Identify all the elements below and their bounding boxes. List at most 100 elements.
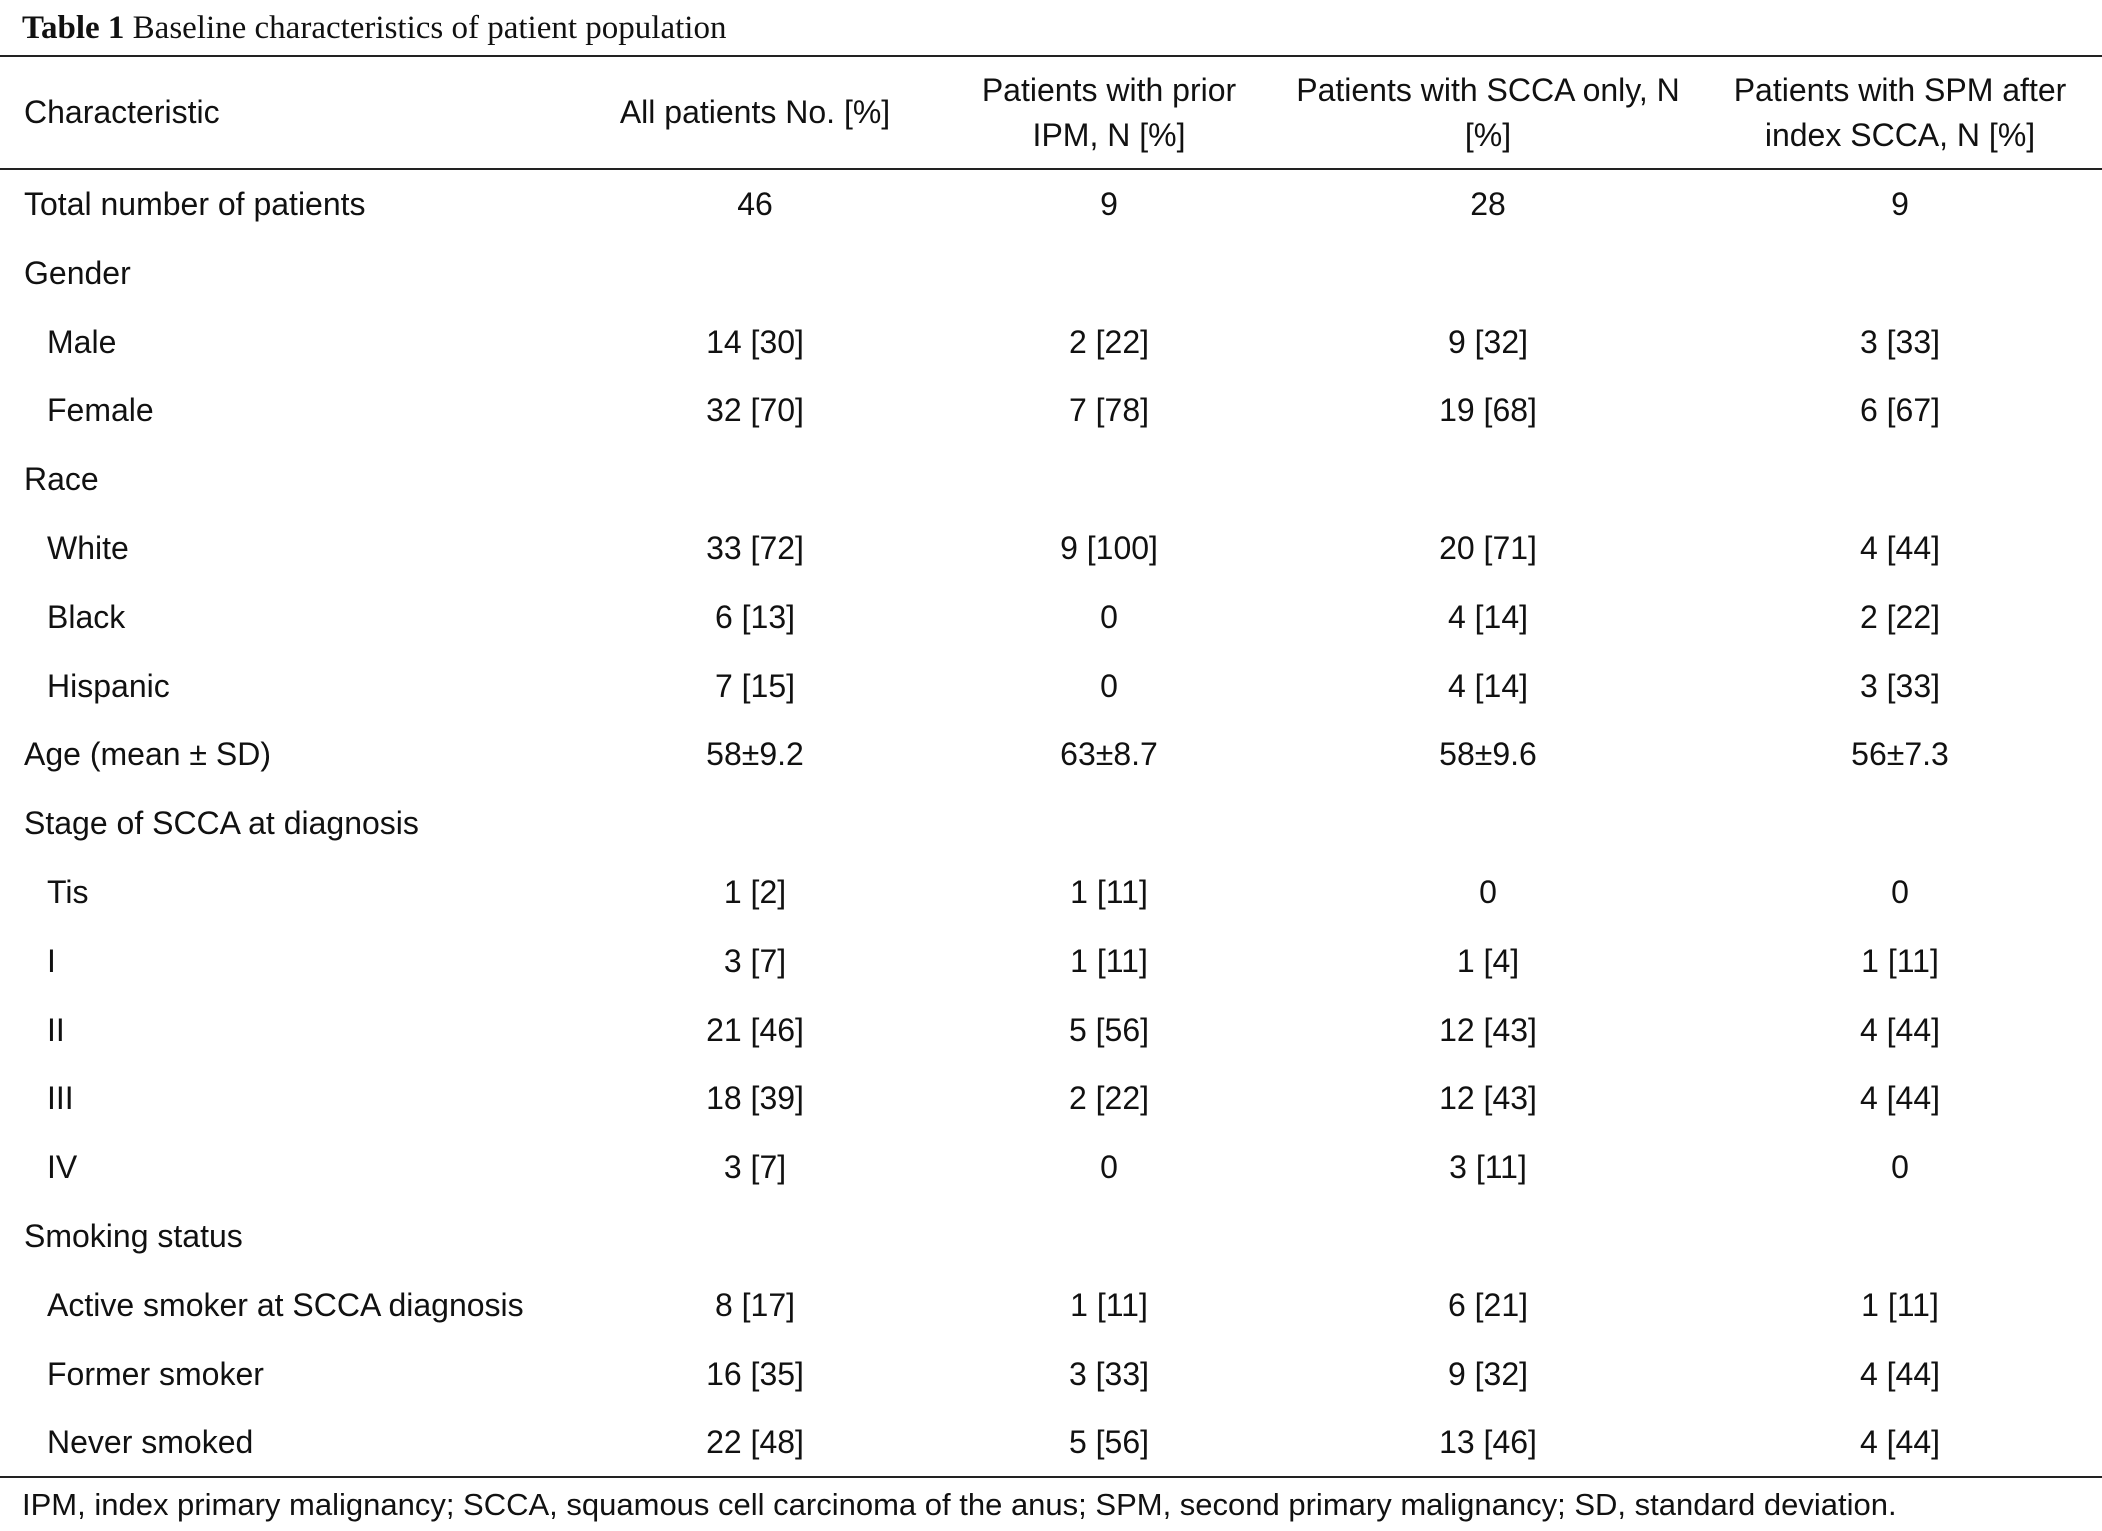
- table-body: Total number of patients 46 9 28 9 Gender Male…: [0, 169, 2102, 1478]
- table-cell: 1 [11]: [1070, 874, 1148, 911]
- row-label: Hispanic: [47, 667, 170, 704]
- table-header: Characteristic All patients No. [%] Pati…: [0, 56, 2102, 169]
- header-row: Characteristic All patients No. [%] Pati…: [0, 56, 2102, 169]
- table-row: Male 14 [30] 2 [22] 9 [32] 3 [33]: [0, 308, 2102, 377]
- table-cell: [940, 1202, 1278, 1271]
- table-cell: 63±8.7: [1060, 736, 1158, 773]
- table-row: III 18 [39] 2 [22] 12 [43] 4 [44]: [0, 1065, 2102, 1134]
- table-cell: [1698, 239, 2102, 308]
- table-row: Race: [0, 445, 2102, 514]
- table-cell: 0: [1100, 667, 1118, 704]
- table-row: Former smoker 16 [35] 3 [33] 9 [32] 4 [44]: [0, 1340, 2102, 1409]
- table-cell: 7 [78]: [1068, 392, 1150, 429]
- table-cell: 32 [70]: [706, 392, 804, 429]
- table-row: Smoking status: [0, 1202, 2102, 1271]
- baseline-characteristics-table: Characteristic All patients No. [%] Pati…: [0, 55, 2102, 1478]
- table-cell: 13 [46]: [1439, 1423, 1537, 1460]
- table-cell: 6 [67]: [1859, 392, 1941, 429]
- table-cell: 0: [1100, 598, 1118, 635]
- table-cell: 4 [14]: [1447, 667, 1529, 704]
- table-cell: 56±7.3: [1851, 736, 1949, 773]
- table-cell: 9: [1891, 186, 1909, 222]
- caption-label: Table 1: [22, 10, 125, 46]
- table-cell: 14 [30]: [706, 323, 804, 360]
- table-row: Gender: [0, 239, 2102, 308]
- row-label: Active smoker at SCCA diagnosis: [47, 1286, 524, 1323]
- header-scca-only: Patients with SCCA only, N [%]: [1296, 71, 1680, 153]
- table-cell: 4 [44]: [1859, 1011, 1941, 1048]
- table-cell: [1278, 445, 1698, 514]
- table-cell: 58±9.2: [706, 736, 804, 773]
- row-label: Age (mean ± SD): [24, 736, 271, 773]
- table-cell: [570, 445, 940, 514]
- table-cell: 9 [32]: [1447, 1355, 1529, 1392]
- table-cell: [570, 1202, 940, 1271]
- table-cell: 2 [22]: [1859, 598, 1941, 635]
- table-cell: 58±9.6: [1439, 736, 1537, 773]
- table-cell: 0: [1100, 1149, 1118, 1186]
- table-cell: 3 [7]: [723, 1149, 787, 1186]
- table-cell: 0: [1891, 1149, 1909, 1186]
- table-cell: [1698, 445, 2102, 514]
- table-cell: 5 [56]: [1068, 1423, 1150, 1460]
- header-characteristic: Characteristic: [24, 94, 220, 130]
- table-row: Tis 1 [2] 1 [11] 0 0: [0, 858, 2102, 927]
- table-cell: 1 [11]: [1070, 942, 1148, 979]
- table-cell: [1278, 789, 1698, 858]
- table-cell: 1 [11]: [1861, 942, 1939, 979]
- table-cell: 8 [17]: [714, 1286, 796, 1323]
- table-row: II 21 [46] 5 [56] 12 [43] 4 [44]: [0, 996, 2102, 1065]
- table-row: I 3 [7] 1 [11] 1 [4] 1 [11]: [0, 927, 2102, 996]
- table-cell: 1 [4]: [1456, 942, 1520, 979]
- table-cell: 6 [13]: [714, 598, 796, 635]
- table-row: Black 6 [13] 0 4 [14] 2 [22]: [0, 583, 2102, 652]
- row-label: Female: [47, 392, 154, 429]
- table-cell: 1 [2]: [723, 874, 787, 911]
- table-cell: 18 [39]: [706, 1080, 804, 1117]
- table-cell: [1698, 1202, 2102, 1271]
- table-cell: 12 [43]: [1439, 1080, 1537, 1117]
- row-label: III: [47, 1080, 74, 1117]
- table-cell: 3 [7]: [723, 942, 787, 979]
- row-label: Stage of SCCA at diagnosis: [24, 805, 419, 842]
- table-cell: 4 [44]: [1859, 1355, 1941, 1392]
- row-label: Smoking status: [24, 1218, 243, 1255]
- table-cell: [1278, 239, 1698, 308]
- header-all-patients: All patients No. [%]: [619, 94, 891, 130]
- table-row: White 33 [72] 9 [100] 20 [71] 4 [44]: [0, 514, 2102, 583]
- table-footnote: IPM, index primary malignancy; SCCA, squ…: [22, 1487, 1897, 1522]
- row-label: Gender: [24, 254, 131, 291]
- table-cell: 21 [46]: [706, 1011, 804, 1048]
- table-cell: 0: [1479, 874, 1497, 911]
- table-cell: 2 [22]: [1068, 1080, 1150, 1117]
- header-prior-ipm: Patients with prior IPM, N [%]: [981, 71, 1237, 153]
- row-label: Former smoker: [47, 1355, 264, 1392]
- table-cell: 0: [1891, 874, 1909, 911]
- table-cell: 33 [72]: [706, 530, 804, 567]
- table-cell: 1 [11]: [1070, 1286, 1148, 1323]
- row-label: Never smoked: [47, 1423, 254, 1460]
- row-label: Tis: [47, 874, 89, 911]
- table-cell: 16 [35]: [706, 1355, 804, 1392]
- table-caption: Table 1 Baseline characteristics of pati…: [22, 6, 726, 50]
- row-label: Total number of patients: [24, 186, 366, 222]
- table-cell: 3 [33]: [1859, 667, 1941, 704]
- row-label: Male: [47, 323, 117, 360]
- table-cell: 28: [1470, 186, 1506, 222]
- table-cell: [940, 239, 1278, 308]
- table-cell: 6 [21]: [1447, 1286, 1529, 1323]
- table-row: Stage of SCCA at diagnosis: [0, 789, 2102, 858]
- table-cell: 4 [14]: [1447, 598, 1529, 635]
- table-row: Never smoked 22 [48] 5 [56] 13 [46] 4 [44]: [0, 1409, 2102, 1478]
- table-cell: [940, 445, 1278, 514]
- table-cell: 9 [32]: [1447, 323, 1529, 360]
- table-cell: 9: [1100, 186, 1118, 222]
- table-cell: 1 [11]: [1861, 1286, 1939, 1323]
- table-row: Hispanic 7 [15] 0 4 [14] 3 [33]: [0, 652, 2102, 721]
- table-cell: 3 [33]: [1068, 1355, 1150, 1392]
- row-label: I: [47, 942, 56, 979]
- table-cell: 20 [71]: [1439, 530, 1537, 567]
- table-row: Active smoker at SCCA diagnosis 8 [17] 1 […: [0, 1271, 2102, 1340]
- row-label: Race: [24, 461, 99, 498]
- table-cell: [1278, 1202, 1698, 1271]
